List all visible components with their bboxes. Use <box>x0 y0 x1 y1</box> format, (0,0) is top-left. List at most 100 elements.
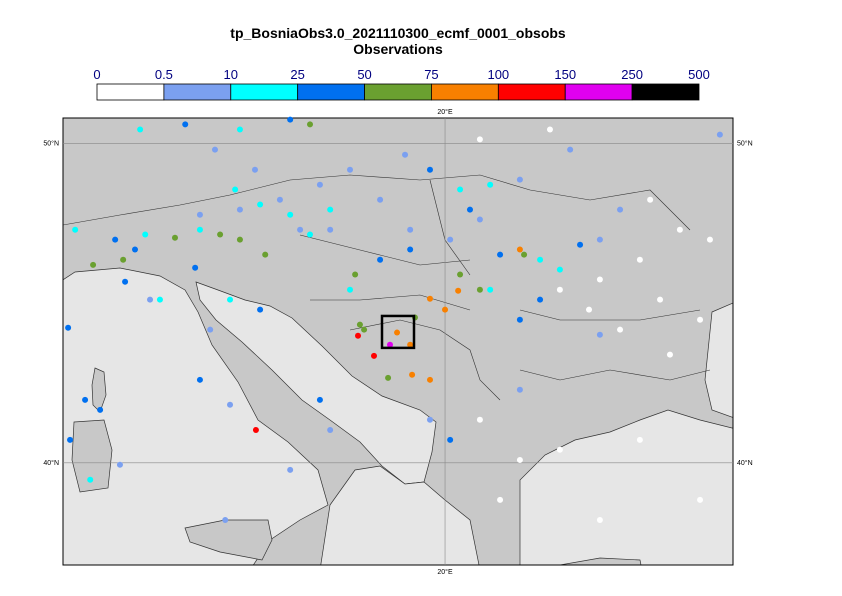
station <box>596 276 603 283</box>
station <box>371 352 378 359</box>
station <box>546 126 553 133</box>
station <box>227 401 234 408</box>
lat-label: 40°N <box>43 459 59 467</box>
aegean-sea <box>519 409 733 565</box>
station <box>131 246 138 253</box>
station <box>356 321 363 328</box>
station <box>647 196 654 203</box>
borders <box>63 174 711 401</box>
legend-label: 0 <box>93 67 100 82</box>
station <box>596 236 603 243</box>
station <box>476 416 483 423</box>
station <box>236 236 243 243</box>
station <box>112 236 119 243</box>
station <box>352 271 359 278</box>
legend-label: 150 <box>554 67 576 82</box>
title: tp_BosniaObs3.0_2021110300_ecmf_0001_obs… <box>230 25 566 41</box>
station <box>706 236 713 243</box>
station <box>222 516 229 523</box>
station <box>407 226 414 233</box>
station <box>287 116 294 123</box>
color-legend: 0 0.5 10 25 50 75 100 150 250 500 <box>93 67 710 101</box>
station <box>426 416 433 423</box>
station <box>82 396 89 403</box>
station <box>516 246 523 253</box>
station <box>232 186 239 193</box>
map-area <box>63 118 733 565</box>
station <box>697 496 704 503</box>
station <box>442 306 449 313</box>
station <box>236 206 243 213</box>
station <box>137 126 144 133</box>
station <box>355 332 362 339</box>
legend-swatch <box>163 83 232 101</box>
lon-label: 20°E <box>437 108 453 116</box>
station <box>447 436 454 443</box>
station <box>262 251 269 258</box>
station <box>407 246 414 253</box>
station <box>476 286 483 293</box>
station <box>617 326 624 333</box>
station <box>171 234 178 241</box>
station <box>497 496 504 503</box>
station <box>636 256 643 263</box>
station <box>407 341 414 348</box>
station <box>116 461 123 468</box>
station <box>156 296 163 303</box>
station <box>516 176 523 183</box>
station <box>211 146 218 153</box>
station <box>287 466 294 473</box>
station <box>487 181 494 188</box>
station <box>537 256 544 263</box>
station <box>426 295 433 302</box>
station <box>556 446 563 453</box>
station <box>142 231 149 238</box>
station <box>476 216 483 223</box>
station <box>497 251 504 258</box>
stations <box>65 116 723 523</box>
station <box>120 256 127 263</box>
station <box>394 329 401 336</box>
station <box>122 278 129 285</box>
station <box>72 226 79 233</box>
station <box>537 296 544 303</box>
station <box>307 231 314 238</box>
station <box>596 516 603 523</box>
station <box>327 226 334 233</box>
lat-label: 40°N <box>737 459 753 467</box>
station <box>636 436 643 443</box>
station <box>361 326 368 333</box>
station <box>307 121 314 128</box>
legend-label: 500 <box>688 67 710 82</box>
station <box>617 206 624 213</box>
station <box>676 226 683 233</box>
station <box>316 181 323 188</box>
station <box>97 406 104 413</box>
station <box>207 326 214 333</box>
station <box>385 374 392 381</box>
legend-swatch <box>431 83 499 101</box>
legend-swatch <box>631 83 700 101</box>
station <box>377 196 384 203</box>
station <box>426 376 433 383</box>
station <box>426 166 433 173</box>
station <box>466 206 473 213</box>
ionian-sea <box>320 465 480 565</box>
station <box>196 376 203 383</box>
station <box>556 266 563 273</box>
legend-label: 50 <box>357 67 371 82</box>
legend-swatch <box>96 83 165 101</box>
station <box>316 396 323 403</box>
station <box>227 296 234 303</box>
legend-swatch <box>564 83 633 101</box>
station <box>276 196 283 203</box>
station <box>487 286 494 293</box>
station <box>90 261 97 268</box>
station <box>516 456 523 463</box>
station <box>67 436 74 443</box>
station <box>666 351 673 358</box>
station <box>457 186 464 193</box>
station <box>327 206 334 213</box>
legend-label: 25 <box>290 67 304 82</box>
